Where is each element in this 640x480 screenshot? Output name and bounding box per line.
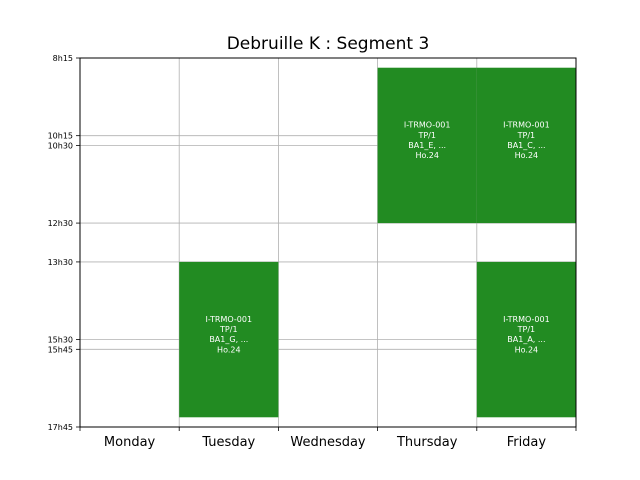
event-label: I-TRMO-001	[206, 315, 253, 324]
event-label: Ho.24	[515, 345, 539, 354]
event-label: Ho.24	[515, 151, 539, 160]
event-bar	[377, 67, 477, 224]
event-bar	[476, 67, 576, 224]
y-tick-label: 13h30	[48, 258, 73, 267]
event-label: BA1_C, ...	[507, 141, 545, 150]
y-tick-label: 15h30	[48, 336, 73, 345]
event-label: BA1_E, ...	[408, 141, 446, 150]
event-label: TP/1	[517, 325, 536, 334]
x-day-label: Wednesday	[290, 435, 366, 450]
event-label: I-TRMO-001	[503, 121, 550, 130]
event-label: I-TRMO-001	[503, 315, 550, 324]
event-bar	[476, 261, 576, 418]
event-label: BA1_G, ...	[209, 335, 248, 344]
y-tick-label: 8h15	[53, 54, 73, 63]
event-label: Ho.24	[217, 345, 241, 354]
y-tick-label: 10h15	[48, 132, 73, 141]
event-label: BA1_A, ...	[507, 335, 545, 344]
event-label: I-TRMO-001	[404, 121, 451, 130]
x-day-label: Tuesday	[201, 435, 255, 450]
chart-title: Debruille K : Segment 3	[227, 34, 430, 54]
event-label: Ho.24	[415, 151, 439, 160]
x-day-label: Friday	[507, 435, 547, 450]
x-day-label: Monday	[104, 435, 156, 450]
event-label: TP/1	[417, 131, 436, 140]
plot-frame	[79, 57, 577, 428]
y-tick-label: 15h45	[48, 345, 73, 354]
x-day-label: Thursday	[396, 435, 458, 450]
y-tick-label: 10h30	[48, 141, 73, 150]
event-label: TP/1	[219, 325, 238, 334]
y-tick-label: 12h30	[48, 219, 73, 228]
event-bar	[179, 261, 279, 418]
y-tick-label: 17h45	[48, 423, 73, 432]
event-label: TP/1	[517, 131, 536, 140]
